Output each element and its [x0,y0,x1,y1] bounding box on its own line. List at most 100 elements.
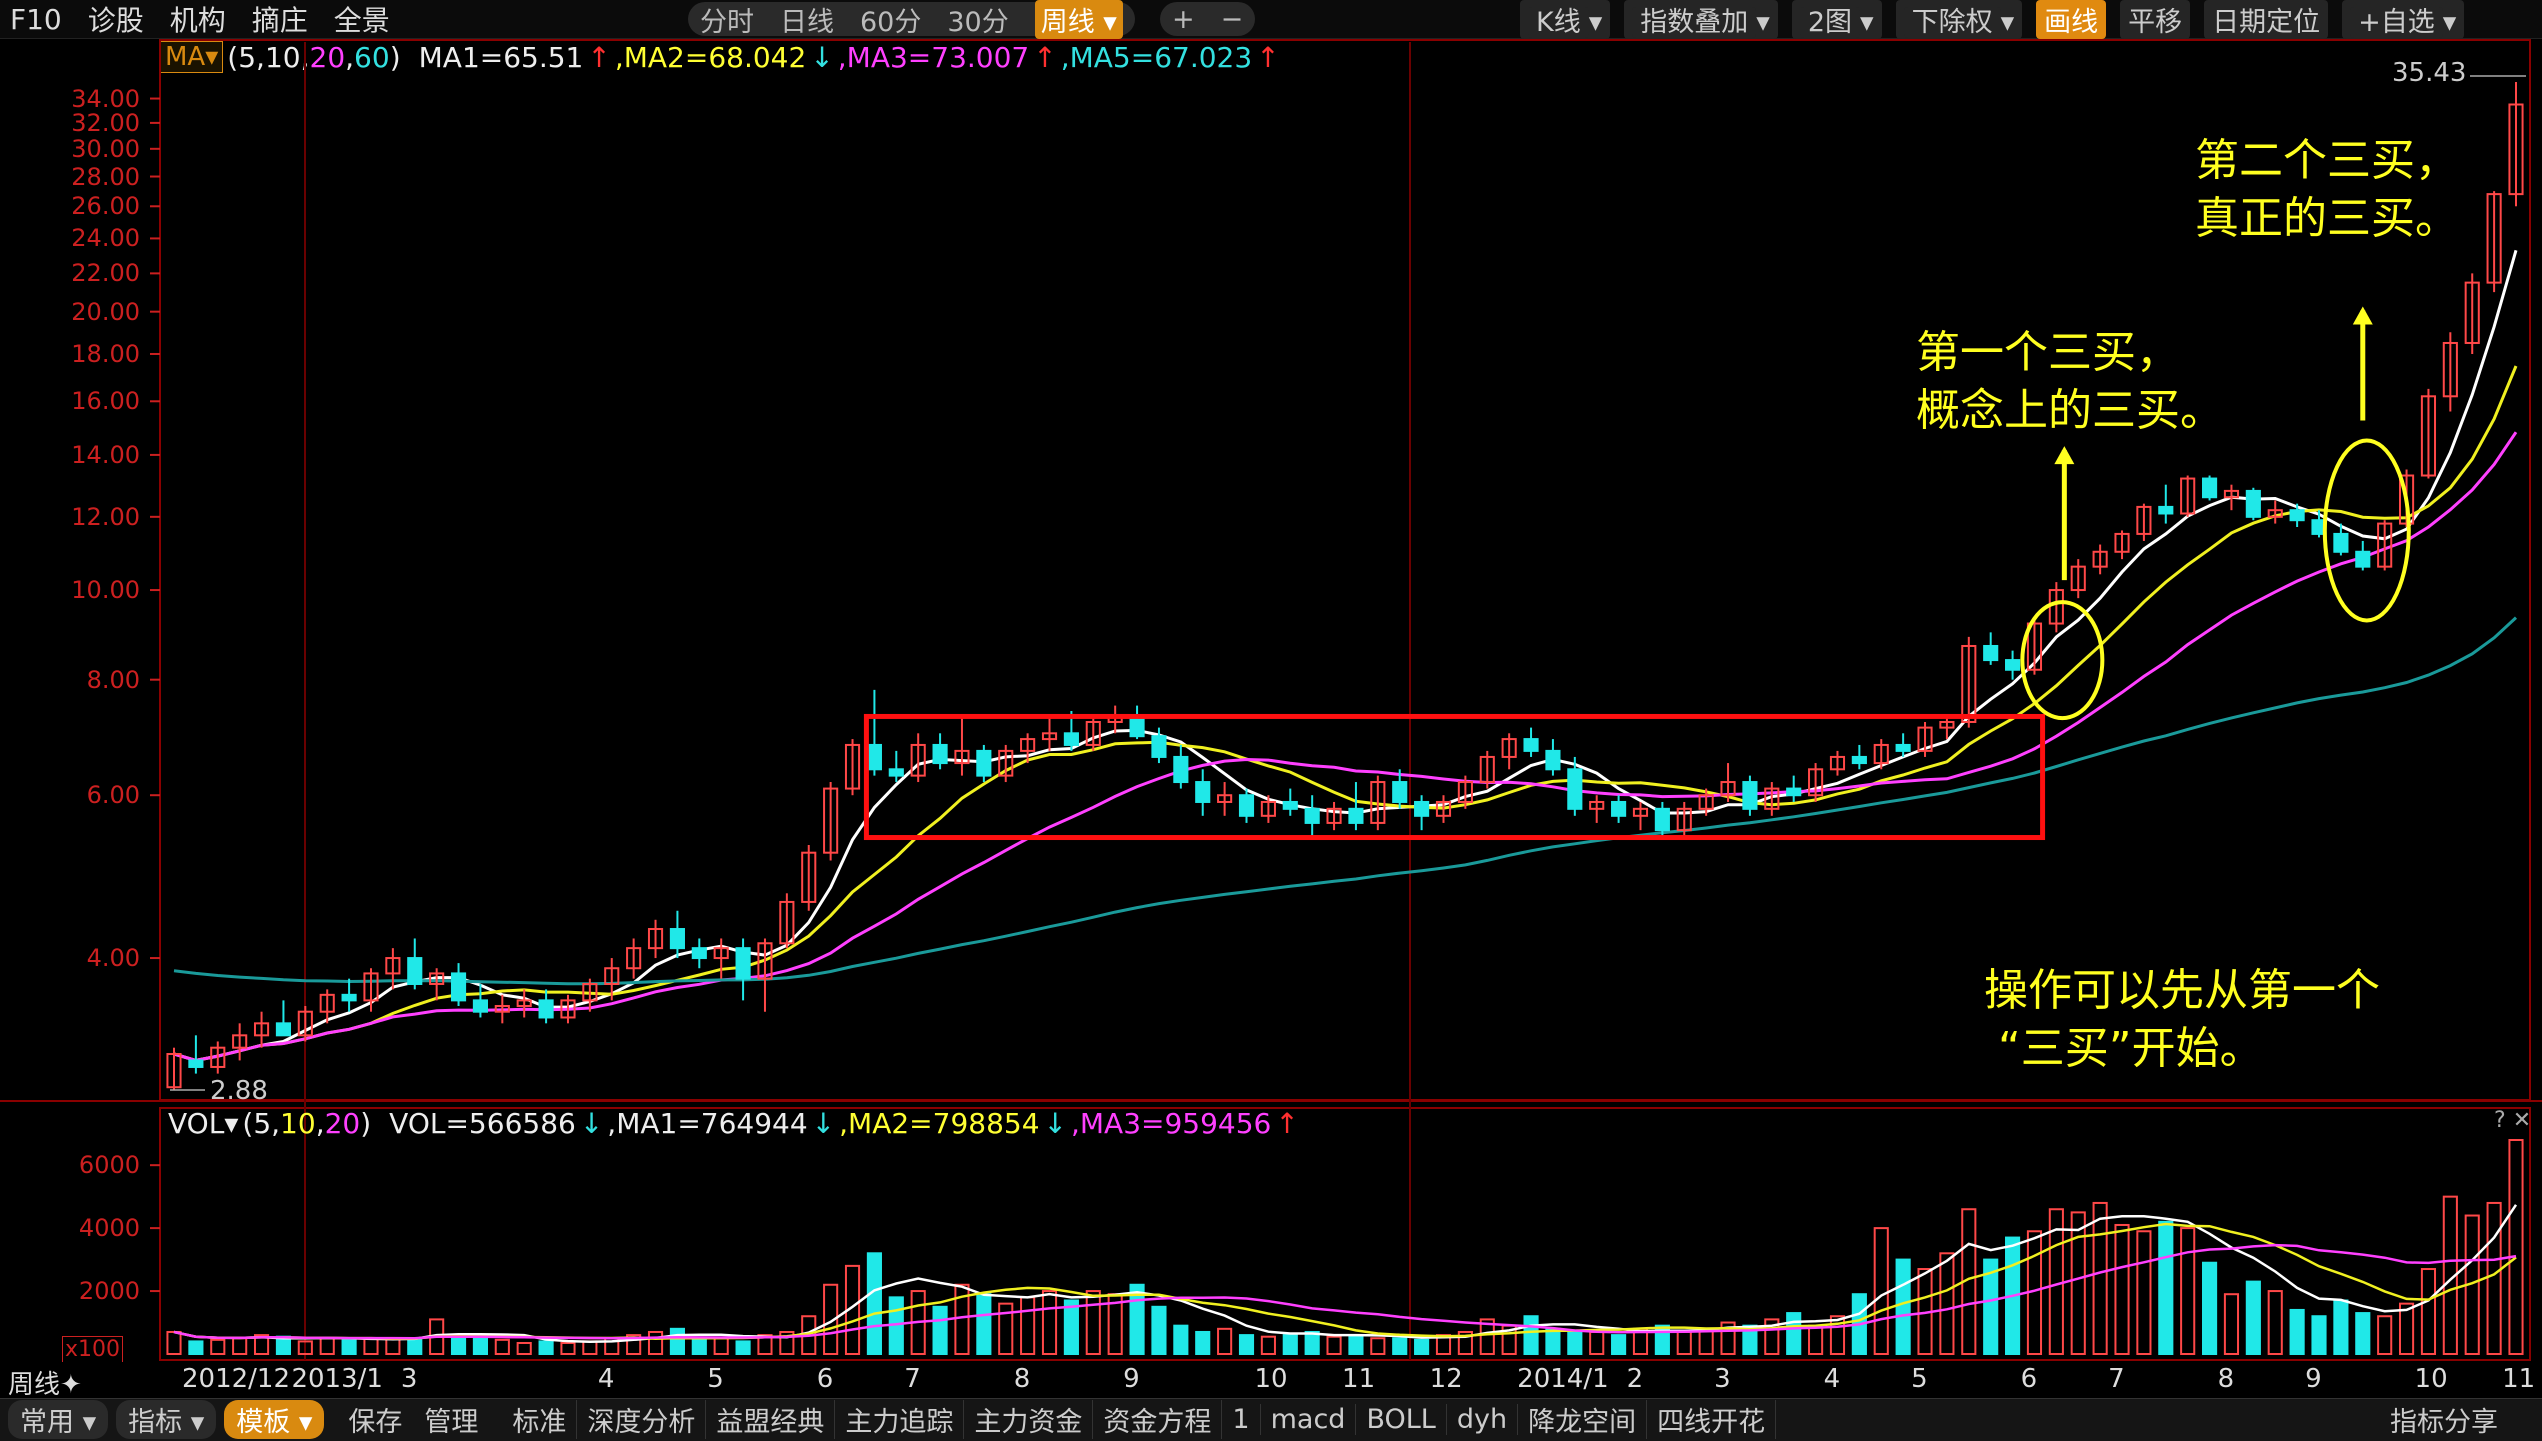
date-axis-bar [0,1362,2542,1396]
indicator-dropdown[interactable]: 指标 ▾ [116,1399,217,1439]
ma-paren-close: ) [389,40,401,74]
volume-bar-down [1567,1330,1583,1355]
zoom-in-button[interactable]: + [1172,3,1195,35]
date-axis-label: 10 [2414,1364,2448,1394]
tab-standard[interactable]: 标准 [502,1399,578,1439]
save-button[interactable]: 保存 [348,1406,403,1438]
ma1-value: MA1=65.51 [418,40,584,74]
candle-up [1873,743,1889,765]
close-icon[interactable]: ✕ [2512,1108,2532,1133]
candle-up [429,972,445,985]
tab-boll[interactable]: BOLL [1356,1403,1447,1435]
tab-1[interactable]: 1 [1222,1403,1261,1435]
zoom-out-button[interactable]: − [1220,3,1244,35]
menu-track[interactable]: 摘庄 [251,4,308,37]
candle-up [1632,807,1649,817]
tab-macd[interactable]: macd [1261,1403,1357,1435]
candle-up [2026,622,2043,671]
price-axis-label: 26.00 [71,192,140,221]
candle-down [932,743,948,765]
template-dropdown[interactable]: 模板 ▾ [224,1399,325,1439]
help-icon[interactable]: ? [2494,1108,2506,1133]
vol-paren-open: ( [242,1106,254,1140]
menu-institution[interactable]: 机构 [169,4,226,37]
price-low-label: 2.88 [210,1076,268,1106]
candle-up [1589,800,1605,810]
period-indicator[interactable]: 周线✦ [8,1370,82,1400]
draw-line-button[interactable]: 画线 [2036,0,2107,39]
tab-four-lines[interactable]: 四线开花 [1647,1399,1777,1439]
tab-weekly[interactable]: 周线 ▾ [1034,0,1123,39]
ex-rights-label: 下除权 [1903,6,2001,38]
tab-funds-equation[interactable]: 资金方程 [1093,1399,1223,1439]
menu-diagnose[interactable]: 诊股 [87,4,144,37]
volume-bar-up [363,1337,379,1355]
candle-down [1654,807,1670,832]
candle-up [166,1053,182,1089]
date-locate-button[interactable]: 日期定位 [2204,0,2329,39]
candle-down [1195,781,1211,803]
consolidation-box [863,713,2046,841]
volume-bar-up [1370,1337,1386,1355]
pan-button[interactable]: 平移 [2120,0,2191,39]
volume-bar-down [2202,1261,2218,1356]
candle-down [2333,532,2349,553]
volume-bar-down [1173,1324,1189,1356]
tab-weekly-label: 周线 [1040,6,1095,38]
tab-yimeng-classic[interactable]: 益盟经典 [706,1399,836,1439]
date-axis-label: 11 [2502,1364,2536,1394]
first-buy-ellipse [2020,600,2105,721]
volume-bar-down [2245,1280,2261,1356]
price-axis-label: 8.00 [86,665,140,694]
ma-indicator-line: MA▾ (5,10,20,60) MA1=65.51 ↑ ,MA2=68.042… [160,38,1280,76]
tab-dyh[interactable]: dyh [1447,1403,1519,1435]
volume-panel-border [159,1107,2531,1361]
vol-indicator-button[interactable]: VOL▾ [168,1106,239,1140]
candle-up [1764,787,1780,810]
indicator-share-button[interactable]: 指标分享 [2390,1402,2498,1438]
date-axis-label: 9 [2305,1364,2322,1394]
volume-bar-up [2267,1290,2283,1356]
tab-60min[interactable]: 60分 [860,6,922,38]
kline-dropdown[interactable]: K线 ▾ [1520,0,1611,39]
drawing-overlays [170,75,2526,1091]
menu-f10[interactable]: F10 [10,2,62,36]
second-buy-arrow-head [2352,306,2373,325]
volume-bar-up [1873,1227,1889,1356]
common-dropdown[interactable]: 常用 ▾ [8,1399,109,1439]
volume-axis-label: 6000 [78,1151,140,1180]
candle-down [2158,505,2174,515]
menu-overview[interactable]: 全景 [333,4,390,37]
tab-30min[interactable]: 30分 [947,6,1009,38]
volume-bar-up [1457,1330,1473,1355]
volume-unit-label: x100 [62,1336,124,1363]
price-axis-label: 4.00 [86,944,140,973]
ex-rights-dropdown[interactable]: 下除权 ▾ [1895,0,2023,39]
candle-down [188,1059,204,1068]
candle-up [1829,755,1846,771]
index-overlay-label: 指数叠加 [1632,6,1757,38]
candle-down [341,993,357,1002]
volume-bar-down [691,1338,707,1356]
candle-up [844,743,861,790]
candle-up [910,743,926,777]
candle-down [1742,781,1758,810]
tab-main-force-funds[interactable]: 主力资金 [964,1399,1094,1439]
two-chart-dropdown[interactable]: 2图 ▾ [1791,0,1882,39]
vol-ma3-arrow-icon: ↑ [1275,1106,1299,1140]
candle-up [560,999,576,1019]
manage-button[interactable]: 管理 [424,1406,479,1438]
date-axis-label: 8 [1013,1364,1031,1394]
ma-indicator-button[interactable]: MA▾ [160,41,224,73]
date-axis-label: 5 [707,1364,724,1394]
tab-daily[interactable]: 日线 [780,6,834,38]
watchlist-dropdown[interactable]: +自选 ▾ [2342,0,2465,39]
tab-deep-analysis[interactable]: 深度分析 [577,1399,707,1439]
candle-down [1851,755,1867,765]
tab-dragon-space[interactable]: 降龙空间 [1518,1399,1648,1439]
candle-up [1698,794,1714,810]
tab-main-force-track[interactable]: 主力追踪 [835,1399,965,1439]
index-overlay-dropdown[interactable]: 指数叠加 ▾ [1624,0,1778,39]
tab-intraday[interactable]: 分时 [700,6,754,38]
